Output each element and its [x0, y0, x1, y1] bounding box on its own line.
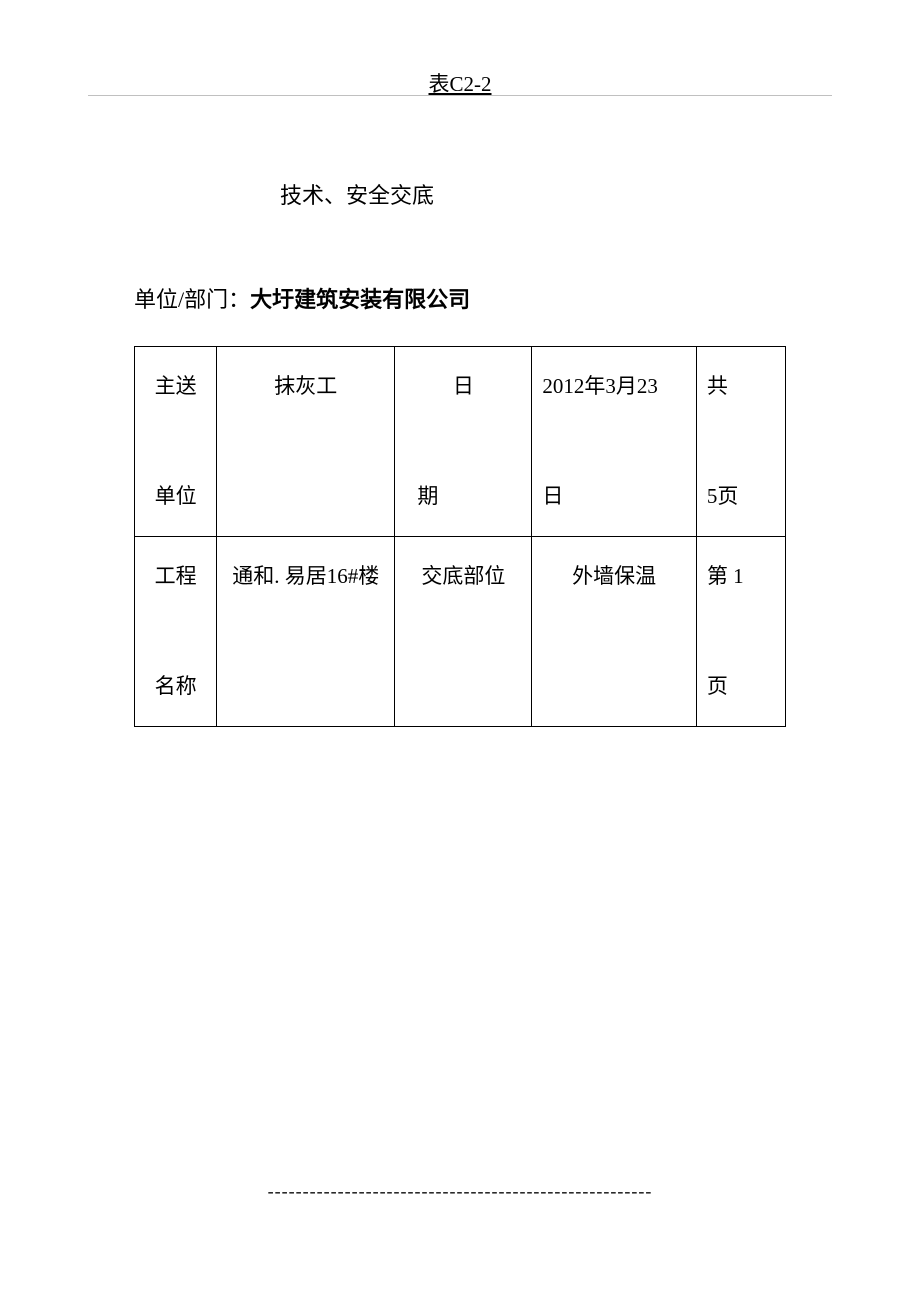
cell-text: 2012年3月23: [542, 371, 683, 403]
table-cell: 交底部位: [395, 537, 532, 727]
table-cell: 2012年3月23 日: [532, 347, 696, 537]
department-label: 单位/部门：: [134, 287, 250, 312]
cell-text: 日: [407, 371, 519, 403]
table-cell: 共 5页: [696, 347, 785, 537]
cell-text: 5页: [707, 481, 773, 513]
cell-text: 日: [542, 481, 683, 513]
cell-text: 共: [707, 371, 773, 403]
table-cell: 工程 名称: [135, 537, 217, 727]
table-cell: 通和. 易居16#楼: [217, 537, 395, 727]
form-number: 表C2-2: [429, 72, 492, 96]
cell-text: 期: [407, 481, 519, 513]
cell-text: 工程: [147, 561, 204, 593]
footer-dashes-text: ----------------------------------------…: [268, 1181, 653, 1201]
cell-text: 页: [707, 671, 773, 703]
cell-text: 第 1: [707, 561, 773, 593]
table-cell: 第 1 页: [696, 537, 785, 727]
document-title: 技术、安全交底: [0, 178, 920, 210]
table-cell: 外墙保温: [532, 537, 696, 727]
cell-text: 名称: [147, 671, 204, 703]
cell-text: 交底部位: [407, 561, 519, 593]
main-table: 主送 单位 抹灰工 日 期 2012年3月23 日: [134, 346, 786, 727]
table-row: 工程 名称 通和. 易居16#楼 交底部位 外墙保温: [135, 537, 786, 727]
cell-text: 外墙保温: [544, 561, 683, 593]
department-line: 单位/部门：大圩建筑安装有限公司: [0, 282, 920, 314]
cell-text: 主送: [147, 371, 204, 403]
table-row: 主送 单位 抹灰工 日 期 2012年3月23 日: [135, 347, 786, 537]
table-cell: 日 期: [395, 347, 532, 537]
department-value: 大圩建筑安装有限公司: [250, 287, 470, 312]
cell-text: 抹灰工: [229, 371, 382, 403]
form-number-header: 表C2-2: [0, 0, 920, 98]
table-cell: 抹灰工: [217, 347, 395, 537]
cell-text: 通和. 易居16#楼: [229, 561, 382, 593]
footer-separator: ----------------------------------------…: [0, 1181, 920, 1202]
cell-text: 单位: [147, 481, 204, 513]
title-text: 技术、安全交底: [280, 183, 434, 208]
table-cell: 主送 单位: [135, 347, 217, 537]
header-divider: [88, 95, 832, 96]
main-table-container: 主送 单位 抹灰工 日 期 2012年3月23 日: [134, 346, 786, 727]
